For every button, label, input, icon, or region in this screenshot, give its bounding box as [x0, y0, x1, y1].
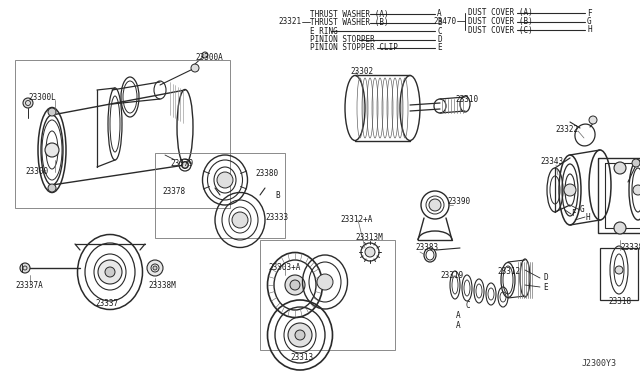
Bar	[260, 240, 395, 350]
Circle shape	[632, 159, 640, 167]
Text: E: E	[543, 282, 548, 292]
Text: 23337: 23337	[95, 298, 118, 308]
Text: DUST COVER (A): DUST COVER (A)	[468, 9, 532, 17]
Text: 23312+A: 23312+A	[340, 215, 372, 224]
Text: 23310: 23310	[455, 96, 478, 105]
Text: 23383: 23383	[415, 244, 438, 253]
Text: 23338: 23338	[620, 244, 640, 253]
Text: 23303+A: 23303+A	[268, 263, 300, 273]
Circle shape	[48, 108, 56, 116]
Bar	[15, 60, 230, 208]
Text: 23300A: 23300A	[195, 54, 223, 62]
Text: 23313M: 23313M	[355, 234, 383, 243]
Text: D: D	[543, 273, 548, 282]
Text: 23300L: 23300L	[28, 93, 56, 103]
Text: 23321: 23321	[279, 17, 302, 26]
Text: PINION STOPPER CLIP: PINION STOPPER CLIP	[310, 44, 398, 52]
Text: 23312: 23312	[497, 267, 520, 276]
Text: A: A	[456, 311, 461, 320]
Text: B: B	[275, 190, 280, 199]
Bar	[155, 153, 285, 238]
Text: PINION STOPPER: PINION STOPPER	[310, 35, 375, 44]
Text: 23390: 23390	[447, 198, 470, 206]
Text: H: H	[585, 212, 589, 221]
Circle shape	[232, 212, 248, 228]
Text: E: E	[437, 44, 442, 52]
Text: 23378: 23378	[162, 187, 185, 196]
Text: A: A	[456, 321, 461, 330]
Bar	[605, 163, 640, 228]
Text: 23470: 23470	[434, 16, 457, 26]
Text: G: G	[580, 205, 584, 215]
Text: G: G	[587, 17, 591, 26]
Circle shape	[365, 247, 375, 257]
Text: 23337A: 23337A	[15, 280, 43, 289]
Text: THRUST WASHER (B): THRUST WASHER (B)	[310, 18, 388, 27]
Circle shape	[429, 199, 441, 211]
Text: 23319: 23319	[440, 270, 463, 279]
Text: 23322: 23322	[555, 125, 578, 135]
Circle shape	[317, 274, 333, 290]
Circle shape	[98, 260, 122, 284]
Circle shape	[285, 275, 305, 295]
Text: J2300Y3: J2300Y3	[582, 359, 617, 369]
Text: 23379: 23379	[170, 158, 193, 167]
Circle shape	[614, 222, 626, 234]
Text: A: A	[437, 10, 442, 19]
Circle shape	[147, 260, 163, 276]
Text: 23333: 23333	[265, 214, 288, 222]
Text: D: D	[437, 35, 442, 44]
Circle shape	[614, 162, 626, 174]
Circle shape	[202, 52, 208, 58]
Circle shape	[153, 266, 157, 270]
Text: E RING: E RING	[310, 26, 338, 35]
Text: 23300: 23300	[25, 167, 48, 176]
Text: H: H	[587, 26, 591, 35]
Text: 23318: 23318	[608, 298, 631, 307]
Circle shape	[23, 98, 33, 108]
Text: 23338M: 23338M	[148, 280, 176, 289]
Circle shape	[633, 185, 640, 195]
Circle shape	[217, 172, 233, 188]
Bar	[598, 158, 640, 233]
Circle shape	[182, 162, 188, 168]
Bar	[600, 248, 638, 300]
Circle shape	[105, 267, 115, 277]
Circle shape	[564, 184, 576, 196]
Circle shape	[48, 184, 56, 192]
Text: C: C	[466, 301, 470, 310]
Text: THRUST WASHER (A): THRUST WASHER (A)	[310, 10, 388, 19]
Circle shape	[20, 263, 30, 273]
Circle shape	[290, 280, 300, 290]
Text: F: F	[571, 209, 575, 218]
Text: 23343: 23343	[540, 157, 563, 167]
Circle shape	[45, 143, 59, 157]
Circle shape	[615, 266, 623, 274]
Text: 23380: 23380	[255, 169, 278, 177]
Text: DUST COVER (C): DUST COVER (C)	[468, 26, 532, 35]
Text: C: C	[437, 26, 442, 35]
Text: DUST COVER (B): DUST COVER (B)	[468, 17, 532, 26]
Circle shape	[191, 64, 199, 72]
Text: B: B	[437, 18, 442, 27]
Circle shape	[589, 116, 597, 124]
Circle shape	[295, 330, 305, 340]
Text: F: F	[587, 9, 591, 17]
Text: 23313: 23313	[290, 353, 313, 362]
Circle shape	[288, 323, 312, 347]
Text: 23302: 23302	[350, 67, 373, 77]
